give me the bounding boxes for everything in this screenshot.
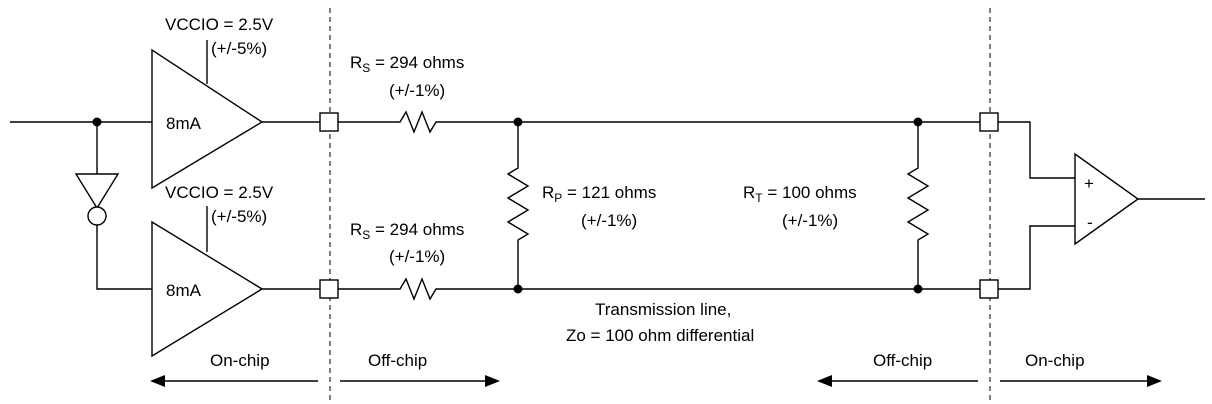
rt-tolerance: (+/-1%) (782, 211, 838, 230)
receiver-minus-sign: - (1087, 213, 1093, 232)
bottom-receiver-input-wire (998, 225, 1075, 290)
top-rs-resistor (338, 110, 518, 134)
top-driver-current: 8mA (166, 114, 202, 133)
bottom-vccio-tolerance: (+/-5%) (211, 207, 267, 226)
rp-tolerance: (+/-1%) (581, 211, 637, 230)
bottom-left-pad (319, 279, 339, 299)
on-chip-left-label: On-chip (210, 351, 270, 370)
top-vccio-label: VCCIO = 2.5V (165, 15, 274, 34)
bottom-rs-resistor (338, 277, 518, 301)
rs-top-tolerance: (+/-1%) (389, 81, 445, 100)
receiver-plus-sign: + (1084, 174, 1094, 193)
impedance-label: Zo = 100 ohm differential (566, 326, 754, 345)
bottom-driver-buffer (151, 220, 264, 358)
top-left-pad (319, 112, 339, 132)
rt-label: RT = 100 ohms (743, 183, 857, 205)
receiver-amplifier (1074, 152, 1140, 246)
rs-top-label: RS = 294 ohms (350, 53, 464, 75)
inverter-bubble (87, 206, 107, 226)
rt-resistor (906, 122, 930, 289)
bottom-right-pad (979, 279, 999, 299)
top-receiver-input-wire (998, 121, 1075, 179)
transmission-line-label: Transmission line, (595, 300, 731, 319)
off-chip-left-arrowhead (485, 375, 500, 387)
top-driver-buffer (151, 48, 264, 190)
inverter-triangle (74, 173, 120, 210)
off-chip-left-label: Off-chip (368, 351, 427, 370)
on-chip-left-arrowhead (150, 375, 165, 387)
on-chip-right-label: On-chip (1025, 351, 1085, 370)
rs-bottom-tolerance: (+/-1%) (389, 247, 445, 266)
bottom-vccio-label: VCCIO = 2.5V (165, 183, 274, 202)
bottom-driver-current: 8mA (166, 281, 202, 300)
off-chip-right-label: Off-chip (873, 351, 932, 370)
rp-label: RP = 121 ohms (542, 183, 656, 205)
top-vccio-tolerance: (+/-5%) (211, 39, 267, 58)
off-chip-right-arrowhead (817, 375, 832, 387)
on-chip-right-arrowhead (1147, 375, 1162, 387)
rp-resistor (506, 122, 530, 289)
top-right-pad (979, 112, 999, 132)
rs-bottom-label: RS = 294 ohms (350, 220, 464, 242)
inverter-output-wire (96, 225, 152, 290)
